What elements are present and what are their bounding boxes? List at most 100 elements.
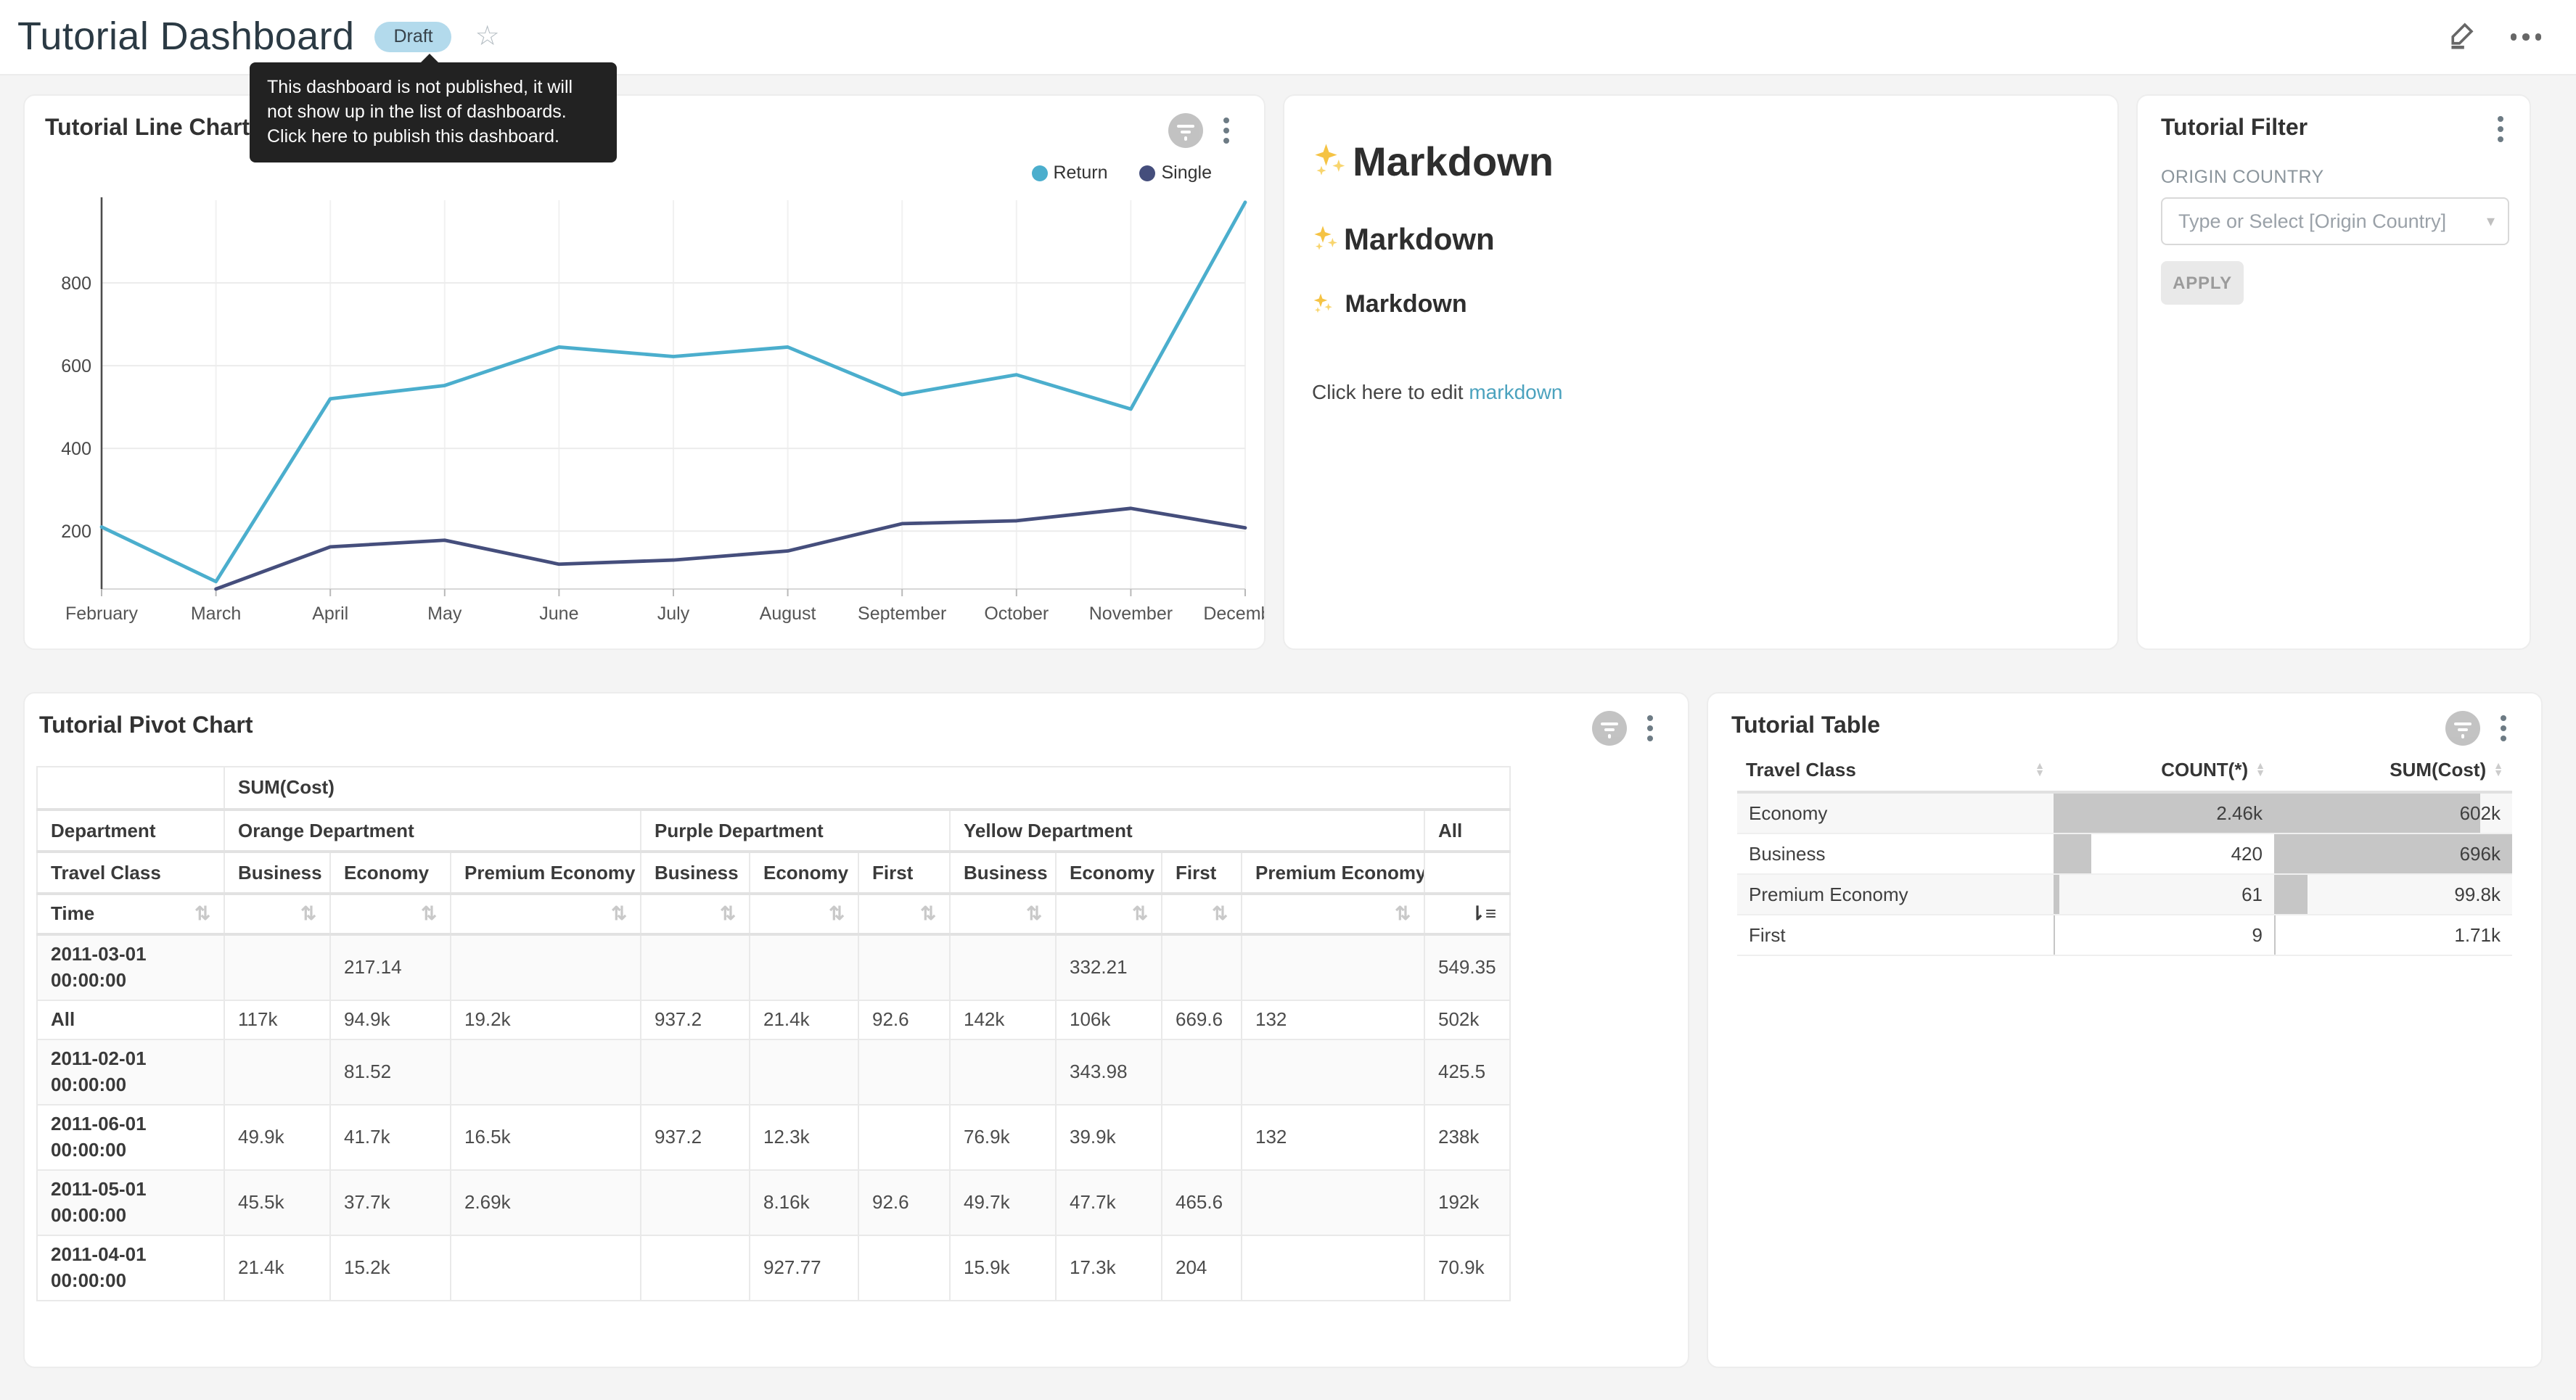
pivot-cell: 21.4k bbox=[750, 1000, 858, 1039]
edit-pencil-icon[interactable] bbox=[2446, 17, 2478, 57]
legend-item-single[interactable]: Single bbox=[1140, 162, 1213, 183]
chevron-down-icon: ▾ bbox=[2487, 212, 2495, 231]
filter-indicator-icon[interactable] bbox=[2445, 711, 2480, 746]
count-cell: 420 bbox=[2054, 833, 2274, 873]
count-cell: 9 bbox=[2054, 914, 2274, 955]
pivot-all-header: All bbox=[1424, 809, 1510, 851]
pivot-time-label: Time⇅ bbox=[37, 893, 224, 934]
pivot-cell: 92.6 bbox=[858, 1169, 950, 1235]
table-row: Business420696k bbox=[1737, 833, 2512, 873]
pivot-row-label: 2011-04-01 00:00:00 bbox=[37, 1235, 224, 1300]
svg-text:February: February bbox=[65, 604, 139, 624]
pivot-cell bbox=[1242, 1169, 1424, 1235]
sort-caret-icon: ▲▼ bbox=[2035, 762, 2045, 777]
pivot-cell: 8.16k bbox=[750, 1169, 858, 1235]
sort-icon[interactable]: ⇅ bbox=[1132, 902, 1148, 925]
pivot-row: 2011-04-01 00:00:0021.4k15.2k927.7715.9k… bbox=[37, 1235, 1510, 1300]
column-header-label: SUM(Cost) bbox=[2390, 759, 2486, 781]
markdown-edit-link[interactable]: markdown bbox=[1469, 380, 1562, 403]
pivot-row: 2011-03-01 00:00:00217.14332.21549.35 bbox=[37, 934, 1510, 1000]
legend-item-return[interactable]: Return bbox=[1031, 162, 1107, 183]
pivot-cell bbox=[1162, 1039, 1242, 1104]
pivot-actions bbox=[1592, 711, 1656, 746]
column-header-travel-class[interactable]: Travel Class▲▼ bbox=[1737, 749, 2054, 792]
pivot-cell bbox=[451, 1235, 641, 1300]
pivot-cell: 117k bbox=[224, 1000, 330, 1039]
pivot-class-header: Economy bbox=[330, 851, 451, 893]
pivot-row-label: All bbox=[37, 1000, 224, 1039]
pivot-cell: 132 bbox=[1242, 1104, 1424, 1169]
pivot-cell: 21.4k bbox=[224, 1235, 330, 1300]
pivot-cell: 927.77 bbox=[750, 1235, 858, 1300]
pivot-cell: 465.6 bbox=[1162, 1169, 1242, 1235]
column-header-sum-cost-[interactable]: SUM(Cost)▲▼ bbox=[2274, 749, 2512, 792]
pivot-cell: 132 bbox=[1242, 1000, 1424, 1039]
sum-cell: 696k bbox=[2274, 833, 2512, 873]
sort-icon[interactable]: ⇅ bbox=[611, 902, 627, 925]
pivot-cell bbox=[858, 1039, 950, 1104]
select-placeholder: Type or Select [Origin Country] bbox=[2178, 210, 2446, 232]
filter-indicator-icon[interactable] bbox=[1592, 711, 1627, 746]
pivot-cell: 47.7k bbox=[1056, 1169, 1162, 1235]
pivot-cell: 81.52 bbox=[330, 1039, 451, 1104]
markdown-h1: Markdown bbox=[1312, 139, 2088, 189]
sort-icon[interactable]: ⇅ bbox=[720, 902, 736, 925]
pivot-cell bbox=[858, 1104, 950, 1169]
pivot-cell bbox=[1242, 1039, 1424, 1104]
kebab-menu-icon[interactable] bbox=[1644, 712, 1656, 744]
sort-icon[interactable]: ⇅ bbox=[1212, 902, 1228, 925]
sort-caret-icon: ▲▼ bbox=[2255, 762, 2265, 777]
filter-card: Tutorial Filter ORIGIN COUNTRY Type or S… bbox=[2136, 94, 2531, 650]
sort-desc-icon[interactable]: ⇂≡ bbox=[1469, 902, 1496, 925]
draft-badge[interactable]: Draft bbox=[374, 22, 451, 52]
value-bar bbox=[2054, 833, 2091, 873]
pivot-cell: 92.6 bbox=[858, 1000, 950, 1039]
sort-icon[interactable]: ⇅ bbox=[300, 902, 316, 925]
sum-cell: 99.8k bbox=[2274, 873, 2512, 914]
page-title: Tutorial Dashboard bbox=[17, 15, 354, 59]
pivot-cell: 45.5k bbox=[224, 1169, 330, 1235]
star-icon[interactable]: ☆ bbox=[475, 20, 500, 54]
legend-label: Return bbox=[1053, 162, 1107, 183]
pivot-cell: 49.9k bbox=[224, 1104, 330, 1169]
sort-icon[interactable]: ⇅ bbox=[829, 902, 845, 925]
markdown-h3: Markdown bbox=[1312, 290, 2088, 322]
pivot-cell bbox=[641, 934, 750, 1000]
kebab-menu-icon[interactable] bbox=[2495, 113, 2506, 145]
table-card: Tutorial Table Travel Class▲▼COUNT(*)▲▼S… bbox=[1707, 692, 2543, 1368]
sort-icon[interactable]: ⇅ bbox=[920, 902, 936, 925]
more-menu-icon[interactable] bbox=[2510, 34, 2541, 41]
sort-icon[interactable]: ⇅ bbox=[1026, 902, 1042, 925]
pivot-cell: 343.98 bbox=[1056, 1039, 1162, 1104]
svg-text:800: 800 bbox=[61, 273, 91, 294]
sort-icon[interactable]: ⇅ bbox=[421, 902, 437, 925]
pivot-row-label: 2011-03-01 00:00:00 bbox=[37, 934, 224, 1000]
table-title: Tutorial Table bbox=[1731, 714, 1880, 740]
pivot-table: SUM(Cost)DepartmentOrange DepartmentPurp… bbox=[36, 766, 1511, 1301]
travel-class-cell: Premium Economy bbox=[1737, 873, 2054, 914]
origin-country-select[interactable]: Type or Select [Origin Country] ▾ bbox=[2161, 197, 2509, 245]
svg-text:May: May bbox=[427, 604, 462, 624]
sparkles-icon bbox=[1312, 141, 1350, 189]
sort-icon[interactable]: ⇅ bbox=[194, 902, 210, 925]
pivot-class-header: Business bbox=[224, 851, 330, 893]
publish-tooltip: This dashboard is not published, it will… bbox=[250, 62, 617, 162]
markdown-paragraph: Click here to edit markdown bbox=[1312, 380, 2088, 403]
pivot-class-label: Travel Class bbox=[37, 851, 224, 893]
value-bar bbox=[2054, 874, 2059, 913]
apply-button[interactable]: APPLY bbox=[2161, 261, 2244, 305]
value-bar bbox=[2274, 915, 2275, 954]
pivot-sort-cell: ⇅ bbox=[330, 893, 451, 934]
svg-text:June: June bbox=[539, 604, 578, 624]
sparkles-icon bbox=[1312, 292, 1335, 322]
kebab-menu-icon[interactable] bbox=[2498, 712, 2509, 744]
pivot-class-header: Economy bbox=[1056, 851, 1162, 893]
column-header-count-[interactable]: COUNT(*)▲▼ bbox=[2054, 749, 2274, 792]
pivot-cell: 76.9k bbox=[950, 1104, 1056, 1169]
pivot-cell: 39.9k bbox=[1056, 1104, 1162, 1169]
chart-legend: Return Single bbox=[1031, 162, 1212, 183]
pivot-cell: 2.69k bbox=[451, 1169, 641, 1235]
count-cell: 2.46k bbox=[2054, 792, 2274, 833]
sort-icon[interactable]: ⇅ bbox=[1395, 902, 1411, 925]
pivot-sort-cell: ⇂≡ bbox=[1424, 893, 1510, 934]
